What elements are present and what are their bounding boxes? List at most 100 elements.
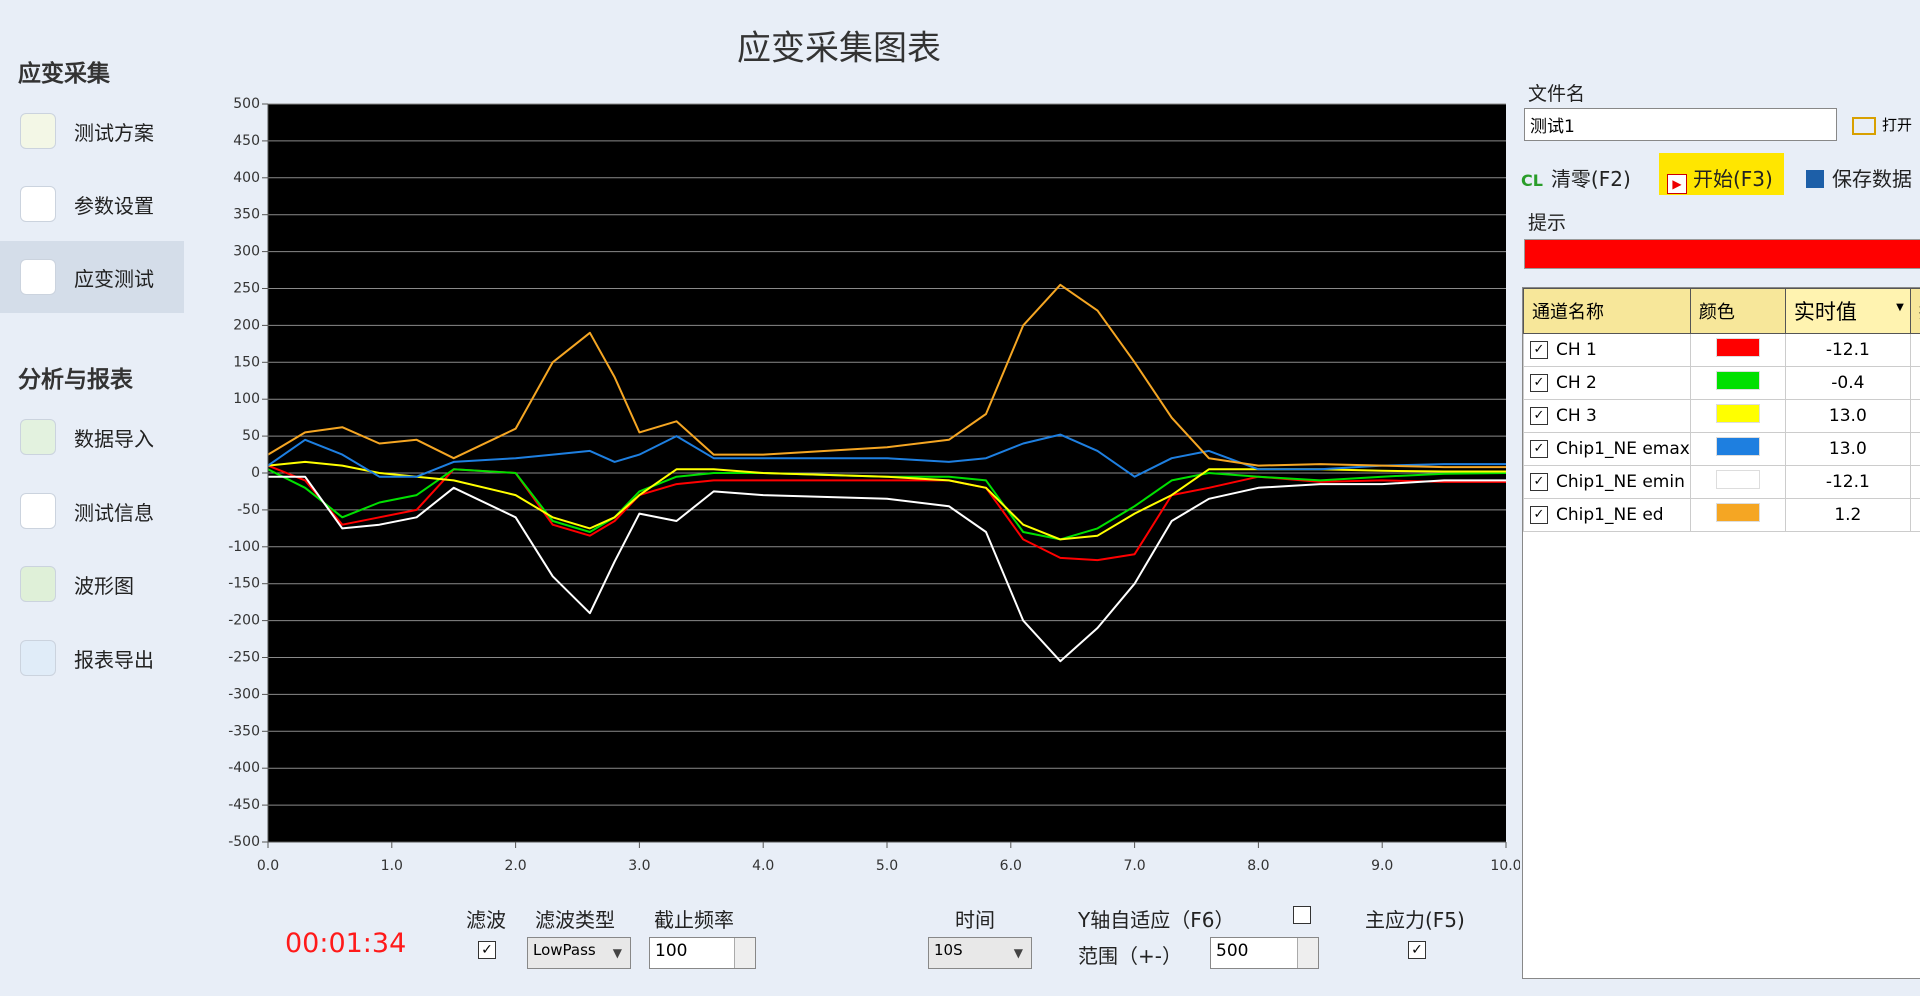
icon <box>20 640 56 676</box>
channel-name: CH 1 <box>1556 340 1597 360</box>
cell: ✓ Chip1_NE emax <box>1523 432 1691 466</box>
checkbox[interactable]: ✓ <box>1530 341 1548 359</box>
label: 主应力(F5) <box>1365 908 1465 932</box>
y-tick-label: 300 <box>233 244 260 260</box>
button[interactable]: CL 清零(F2) <box>1521 167 1631 191</box>
sidebar: 应变采集 测试方案 参数设置 应变测试 分析与报表 数据导入 测试信息 波形图 … <box>0 0 184 996</box>
realtime-value: 13.0 <box>1784 432 1911 466</box>
realtime-value: -0.4 <box>1784 366 1911 400</box>
realtime-value: 1.2 <box>1784 498 1911 532</box>
checkbox[interactable]: ✓ <box>1530 473 1548 491</box>
y-tick-label: -150 <box>228 576 260 592</box>
y-tick-label: -500 <box>228 834 260 850</box>
cell <box>1689 498 1786 532</box>
cell <box>1689 432 1786 466</box>
cell <box>1689 366 1786 400</box>
realtime-value: 13.0 <box>1784 399 1911 433</box>
y-tick-label: 500 <box>233 96 260 112</box>
checkbox[interactable]: ✓ <box>1530 506 1548 524</box>
text-input[interactable]: 测试1 <box>1524 108 1837 141</box>
y-tick-label: -300 <box>228 686 260 702</box>
chart-title: 应变采集图表 <box>737 29 941 69</box>
y-tick-label: -200 <box>228 613 260 629</box>
button[interactable]: 保存数据 <box>1806 163 1920 192</box>
icon <box>20 259 56 295</box>
icon <box>20 566 56 602</box>
x-tick-label: 10.0 <box>1490 858 1520 874</box>
label: 滤波 <box>466 908 506 932</box>
label: 范围（+-） <box>1078 944 1182 968</box>
y-tick-label: 150 <box>233 354 260 370</box>
color-swatch <box>1715 503 1760 522</box>
nav-label: 测试信息 <box>74 501 154 525</box>
icon <box>20 186 56 222</box>
checkbox[interactable]: ✓ <box>1530 440 1548 458</box>
cell <box>1909 432 1920 466</box>
button[interactable]: 打开 <box>1852 114 1920 135</box>
nav-item[interactable]: 应变测试 <box>0 241 184 313</box>
label: 文件名 <box>1528 83 1586 105</box>
label: 截止频率 <box>654 908 734 932</box>
nav-item[interactable]: 报表导出 <box>0 622 184 694</box>
checkbox[interactable]: ✓ <box>478 941 496 959</box>
table-row: ✓ Chip1_NE emin -12.1 <box>1523 465 1920 499</box>
x-tick-label: 3.0 <box>628 858 650 874</box>
channel-name: CH 3 <box>1556 406 1597 426</box>
label: 提示 <box>1528 212 1567 234</box>
realtime-value: -12.1 <box>1784 465 1911 499</box>
nav-item[interactable]: 测试方案 <box>0 95 184 167</box>
dropdown-value: 10S <box>934 941 963 959</box>
series-line <box>268 475 1506 663</box>
icon <box>20 493 56 529</box>
channel-name: Chip1_NE emin <box>1556 472 1685 492</box>
nav-item[interactable]: 测试信息 <box>0 475 184 547</box>
cell <box>1689 465 1786 499</box>
x-tick-label: 7.0 <box>1123 858 1145 874</box>
section-title: 分析与报表 <box>18 367 133 393</box>
dropdown[interactable]: LowPass ▼ <box>527 937 631 969</box>
cell: ✓ CH 3 <box>1523 399 1691 433</box>
table-row: ✓ CH 3 13.0 <box>1523 399 1920 433</box>
number-input[interactable]: 100 <box>649 937 756 969</box>
checkbox[interactable]: ✓ <box>1408 941 1426 959</box>
label: 时间 <box>955 908 995 932</box>
label: Y轴自适应（F6） <box>1078 908 1235 932</box>
table-row: ✓ CH 2 -0.4 <box>1523 366 1920 400</box>
column-header: 颜色 <box>1689 288 1786 334</box>
dropdown[interactable]: 10S ▼ <box>928 937 1032 969</box>
series-line <box>267 460 1506 541</box>
nav-item[interactable]: 波形图 <box>0 548 184 620</box>
checkbox[interactable]: ✓ <box>1530 407 1548 425</box>
color-swatch <box>1715 338 1760 357</box>
nav-item[interactable]: 数据导入 <box>0 401 184 473</box>
column-header: 报警 <box>1909 288 1920 334</box>
cell <box>1689 333 1786 367</box>
nav-label: 报表导出 <box>74 648 154 672</box>
series-line <box>267 433 1506 478</box>
series-line <box>267 464 1506 562</box>
input-value: 100 <box>655 941 688 961</box>
x-tick-label: 9.0 <box>1371 858 1393 874</box>
cell <box>1909 498 1920 532</box>
cell <box>1909 465 1920 499</box>
cell: ✓ CH 2 <box>1523 366 1691 400</box>
column-header: 通道名称 <box>1523 288 1691 334</box>
x-tick-label: 1.0 <box>381 858 403 874</box>
channel-name: CH 2 <box>1556 373 1597 393</box>
realtime-value: -12.1 <box>1784 333 1911 367</box>
button-label: 清零(F2) <box>1550 167 1631 191</box>
cell <box>1909 399 1920 433</box>
chart: 应变采集图表 -500-450-400-350-300-250-200-150-… <box>228 29 1520 875</box>
checkbox[interactable] <box>1293 906 1311 924</box>
y-tick-label: -50 <box>237 502 260 518</box>
input-value: 测试1 <box>1530 117 1575 137</box>
button-label: 打开 <box>1882 116 1913 134</box>
nav-item[interactable]: 参数设置 <box>0 168 184 240</box>
button[interactable]: ▶ 开始(F3) <box>1659 153 1784 195</box>
checkbox[interactable]: ✓ <box>1530 374 1548 392</box>
cell: ✓ Chip1_NE ed <box>1523 498 1691 532</box>
x-tick-label: 8.0 <box>1247 858 1269 874</box>
number-input[interactable]: 500 <box>1210 937 1319 969</box>
